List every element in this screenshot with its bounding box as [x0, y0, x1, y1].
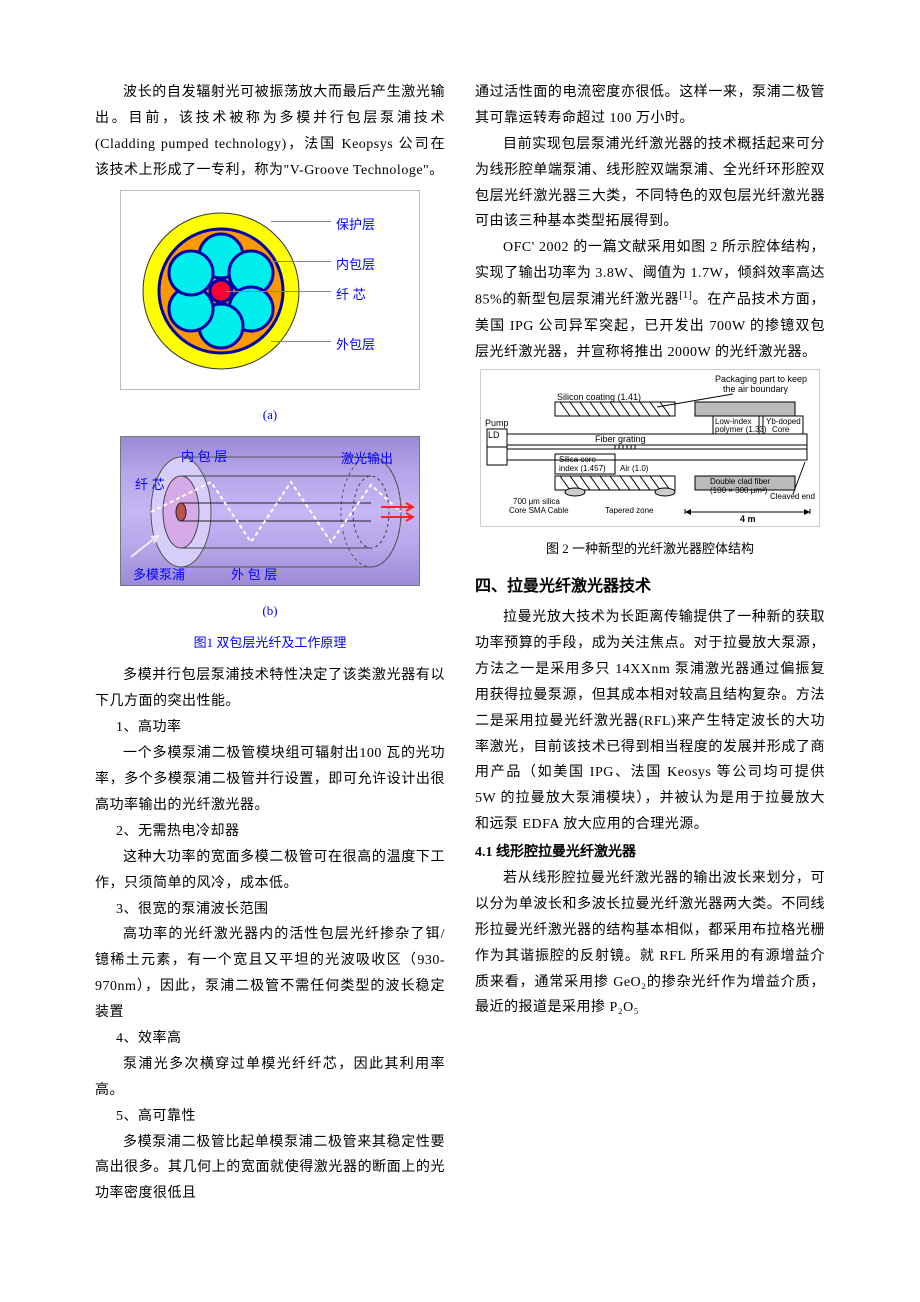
figure-2: Packaging part to keep the air boundary … [480, 369, 820, 527]
svg-text:the air boundary: the air boundary [723, 384, 789, 394]
item2-b: 这种大功率的宽面多模二极管可在很高的温度下工作，只须简单的风冷，成本低。 [95, 845, 445, 897]
section-4-title: 四、拉曼光纤激光器技术 [475, 572, 825, 602]
fig1b-out: 激光输出 [341, 447, 393, 471]
right-top: 通过活性面的电流密度亦很低。这样一来，泵浦二极管其可靠运转寿命超过 100 万小… [475, 80, 825, 132]
left-column: 波长的自发辐射光可被振荡放大而最后产生激光输出。目前，该技术被称为多模并行包层泵… [95, 80, 445, 1207]
figure-1a: 保护层 内包层 纤 芯 外包层 (a) [95, 190, 445, 428]
svg-text:Air (1.0): Air (1.0) [620, 464, 649, 473]
item4-h: 4、效率高 [95, 1026, 445, 1052]
fig1a-label-1: 内包层 [336, 253, 375, 277]
svg-text:Tapered zone: Tapered zone [605, 506, 654, 515]
svg-text:700 μm silica: 700 μm silica [513, 497, 560, 506]
svg-text:LD: LD [488, 430, 500, 440]
item1-h: 1、高功率 [95, 715, 445, 741]
item1-b: 一个多模泵浦二极管模块组可辐射出100 瓦的光功率，多个多模泵浦二极管并行设置，… [95, 741, 445, 819]
item5-h: 5、高可靠性 [95, 1104, 445, 1130]
svg-text:Silica core: Silica core [559, 455, 596, 464]
fig1b-core: 纤 芯 [135, 473, 165, 497]
fig1a-label-0: 保护层 [336, 213, 375, 237]
figure-1b: 内 包 层 纤 芯 激光输出 多模泵浦 外 包 层 (b) 图1 双包层光纤及工… [95, 436, 445, 656]
item3-h: 3、很宽的泵浦波长范围 [95, 897, 445, 923]
left-intro: 波长的自发辐射光可被振荡放大而最后产生激光输出。目前，该技术被称为多模并行包层泵… [95, 80, 445, 184]
svg-text:Cleaved end: Cleaved end [770, 492, 815, 501]
svg-text:Double clad fiber: Double clad fiber [710, 477, 770, 486]
svg-text:Pump: Pump [485, 418, 509, 428]
svg-text:polymer (1.33): polymer (1.33) [715, 425, 767, 434]
svg-text:(100 × 300 μm²): (100 × 300 μm²) [710, 486, 768, 495]
section-4-1-title: 4.1 线形腔拉曼光纤激光器 [475, 840, 825, 866]
fig1a-label-3: 外包层 [336, 333, 375, 357]
svg-text:index (1.457): index (1.457) [559, 464, 606, 473]
item4-b: 泵浦光多次横穿过单模光纤纤芯，因此其利用率高。 [95, 1052, 445, 1104]
left-p2: 多模并行包层泵浦技术特性决定了该类激光器有以下几方面的突出性能。 [95, 663, 445, 715]
fig1b-outer: 外 包 层 [231, 563, 277, 587]
section-4-1-p: 若从线形腔拉曼光纤激光器的输出波长来划分，可以分为单波长和多波长拉曼光纤激光器两… [475, 866, 825, 1021]
item3-b: 高功率的光纤激光器内的活性包层光纤掺杂了铒/镱稀土元素，有一个宽且又平坦的光波吸… [95, 922, 445, 1026]
right-column: 通过活性面的电流密度亦很低。这样一来，泵浦二极管其可靠运转寿命超过 100 万小… [475, 80, 825, 1207]
svg-text:Packaging part to keep: Packaging part to keep [715, 374, 807, 384]
fig1b-pump: 多模泵浦 [133, 563, 185, 587]
item5-b: 多模泵浦二极管比起单模泵浦二极管来其稳定性要高出很多。其几何上的宽面就使得激光器… [95, 1130, 445, 1208]
item2-h: 2、无需热电冷却器 [95, 819, 445, 845]
svg-text:Core SMA Cable: Core SMA Cable [509, 506, 569, 515]
svg-text:4 m: 4 m [740, 514, 756, 524]
fig1b-inner: 内 包 层 [181, 445, 227, 469]
fig1-caption: 图1 双包层光纤及工作原理 [95, 631, 445, 655]
svg-text:Silicon coating (1.41): Silicon coating (1.41) [557, 392, 641, 402]
section-4-p1: 拉曼光放大技术为长距离传输提供了一种新的获取功率预算的手段，成为关注焦点。对于拉… [475, 605, 825, 838]
svg-text:Fiber grating: Fiber grating [595, 434, 646, 444]
fig2-caption: 图 2 一种新型的光纤激光器腔体结构 [475, 537, 825, 561]
fig1-sub: (b) [95, 599, 445, 623]
right-p3: OFC' 2002 的一篇文献采用如图 2 所示腔体结构，实现了输出功率为 3.… [475, 235, 825, 365]
svg-text:Core: Core [772, 425, 790, 434]
right-p2: 目前实现包层泵浦光纤激光器的技术概括起来可分为线形腔单端泵浦、线形腔双端泵浦、全… [475, 132, 825, 236]
cavity-structure-icon: Packaging part to keep the air boundary … [485, 374, 815, 524]
page-two-column: 波长的自发辐射光可被振荡放大而最后产生激光输出。目前，该技术被称为多模并行包层泵… [95, 80, 825, 1207]
fig1a-sub: (a) [95, 403, 445, 427]
fig1a-label-2: 纤 芯 [336, 283, 366, 307]
